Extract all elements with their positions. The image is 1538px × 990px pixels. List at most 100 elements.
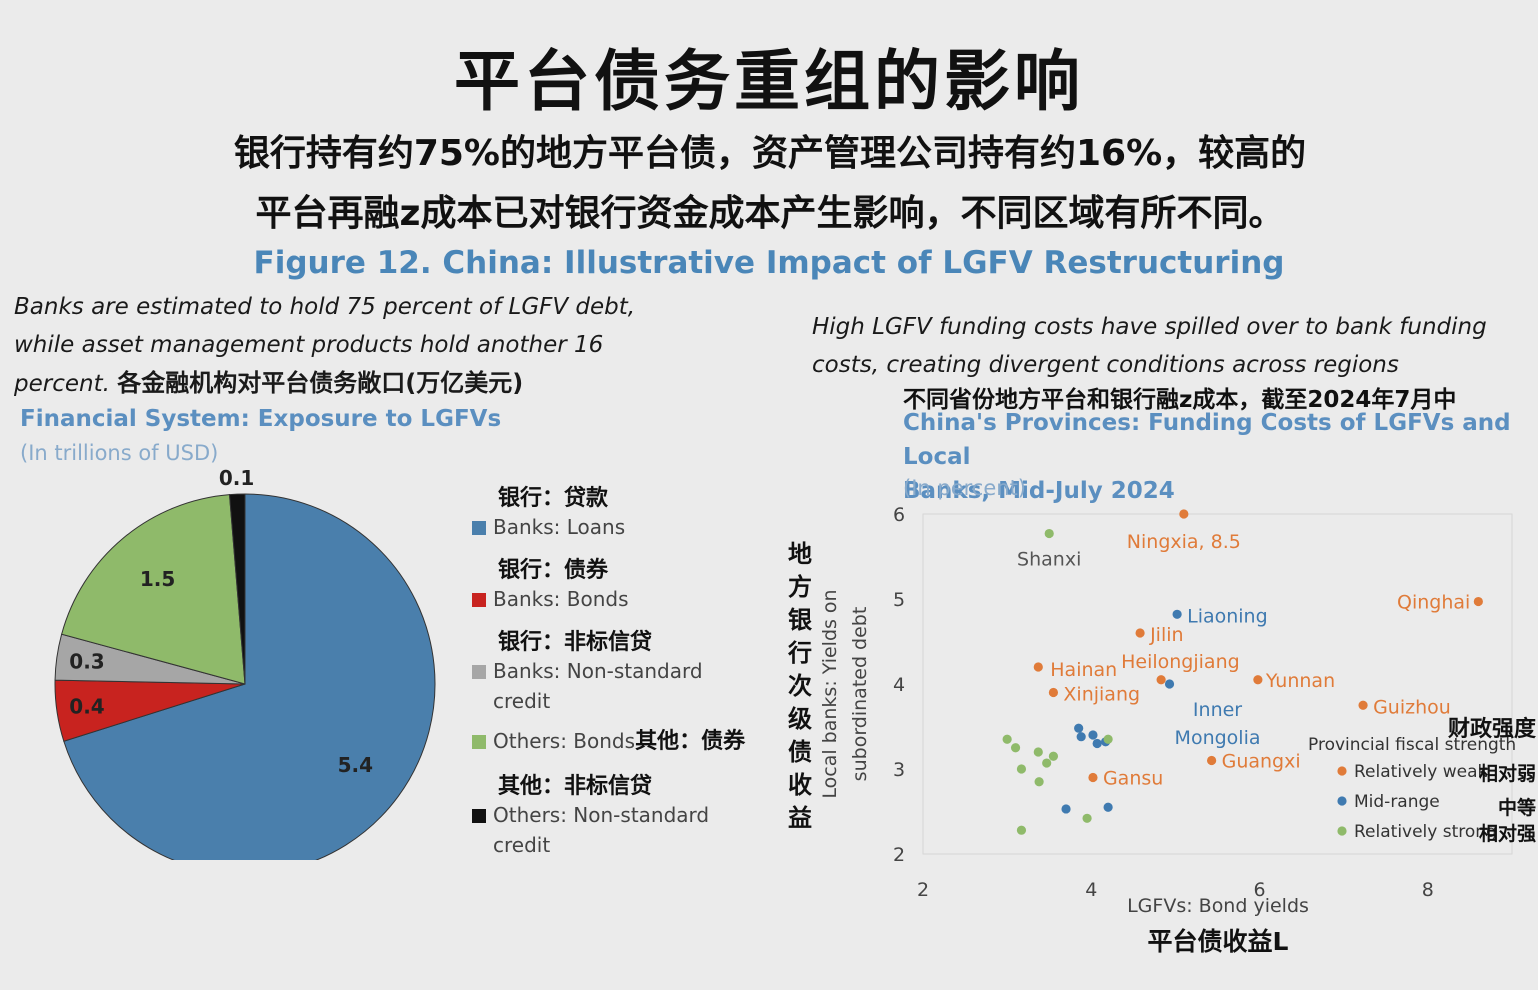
right-note: High LGFV funding costs have spilled ove… xyxy=(812,308,1487,384)
scatter-legend-title-zh: 财政强度 xyxy=(1448,716,1537,742)
pie-data-label: 0.1 xyxy=(219,466,254,490)
pie-legend-label: Banks: Non-standard xyxy=(493,659,703,683)
scatter-point-weak xyxy=(1207,755,1217,766)
scatter-chart-subtitle: (In percent) xyxy=(903,476,1026,500)
plot-area xyxy=(922,513,1513,855)
pie-legend-zh-label: 其他：债券 xyxy=(635,729,746,754)
pie-legend-label: Banks: Bonds xyxy=(493,587,629,611)
left-note-line-1: Banks are estimated to hold 75 percent o… xyxy=(14,294,636,320)
scatter-legend-marker xyxy=(1337,766,1347,776)
pie-legend-item: Others: Non-standard credit xyxy=(472,800,709,860)
right-note-line-2: costs, creating divergent conditions acr… xyxy=(812,352,1399,378)
pie-legend-zh-label: 银行：贷款 xyxy=(498,486,609,511)
pie-legend-label-line-2: credit xyxy=(493,689,551,713)
pie-legend-item: Banks: Loans xyxy=(472,512,625,542)
pie-slice-others-nonstd xyxy=(228,493,246,685)
pie-legend-label: Others: Bonds xyxy=(493,729,636,753)
scatter-chart: 2 3 4 5 6 2 4 6 8 LGFVs: Bond yields 平台债收益L Local b… xyxy=(787,504,1537,956)
scatter-legend-title: Provincial fiscal strength xyxy=(1308,735,1516,755)
figure-title: Figure 12. China: Illustrative Impact of… xyxy=(253,245,1285,281)
pie-data-label: 0.3 xyxy=(69,649,104,673)
scatter-point-label: Liaoning xyxy=(1187,605,1268,627)
scatter-point-mid xyxy=(1172,609,1182,619)
summary-line-2: 平台再融z成本已对银行资金成本产生影响，不同区域有所不同。 xyxy=(255,193,1285,234)
legend-swatch xyxy=(472,521,486,535)
scatter-legend-label-zh: 相对强 xyxy=(1479,822,1536,845)
scatter-legend-label: Relatively weak xyxy=(1354,762,1488,782)
scatter-point-mid xyxy=(1074,723,1084,733)
scatter-point-mid xyxy=(1061,804,1071,814)
scatter-point-mid xyxy=(1164,679,1175,689)
pie-legend-label: Banks: Loans xyxy=(493,515,626,539)
legend-swatch xyxy=(472,593,486,607)
pie-data-label: 5.4 xyxy=(338,753,373,777)
pie-legend-zh-label: 银行：非标信贷 xyxy=(498,630,653,655)
scatter-legend-label: Mid-range xyxy=(1354,792,1440,812)
pie-legend-zh-label: 其他：非标信贷 xyxy=(498,774,653,799)
scatter-point-strong xyxy=(1033,747,1043,757)
scatter-point-strong xyxy=(1082,813,1092,823)
scatter-point-label: Gansu xyxy=(1103,768,1163,790)
x-tick-label: 8 xyxy=(1422,879,1434,901)
scatter-point-weak xyxy=(1048,687,1059,698)
left-note-line-3: percent. xyxy=(14,371,110,397)
pie-legend-item: Banks: Bonds xyxy=(472,584,629,614)
scatter-point-mid xyxy=(1088,730,1098,740)
y-axis-label-line-1: Local banks: Yields on xyxy=(819,589,841,798)
legend-swatch xyxy=(472,735,486,749)
left-note-zh: 各金融机构对平台债务敞口(万亿美元) xyxy=(117,369,524,397)
pie-legend-item: Banks: Non-standard credit xyxy=(472,656,703,716)
scatter-point-label: Yunnan xyxy=(1265,670,1335,692)
scatter-point-strong xyxy=(1002,734,1012,744)
y-axis-label-zh: 地方银行次级债收益 xyxy=(787,540,813,832)
scatter-point-strong xyxy=(1016,764,1027,774)
pie-legend-label-line-2: credit xyxy=(493,833,551,857)
scatter-point-label: Guizhou xyxy=(1373,696,1451,718)
scatter-point-mid xyxy=(1092,738,1102,749)
pie-chart: 5.4 0.4 0.3 1.5 0.1 xyxy=(54,466,436,860)
pie-chart-title: Financial System: Exposure to LGFVs xyxy=(20,406,502,432)
x-tick-label: 2 xyxy=(917,879,929,901)
x-tick-label: 4 xyxy=(1085,879,1097,901)
y-tick-label: 2 xyxy=(893,844,905,866)
scatter-point-weak xyxy=(1088,772,1098,783)
scatter-point-strong xyxy=(1016,825,1027,835)
scatter-point-weak xyxy=(1473,596,1483,607)
scatter-legend-label-zh: 中等 xyxy=(1498,796,1536,819)
scatter-point-weak xyxy=(1253,675,1263,685)
scatter-point-label: Ningxia, 8.5 xyxy=(1127,531,1241,553)
page-title: 平台债务重组的影响 xyxy=(454,43,1084,120)
scatter-point-label: Heilongjiang xyxy=(1121,651,1240,673)
y-axis-label-line-2: subordinated debt xyxy=(849,607,871,782)
scatter-point-weak xyxy=(1358,700,1368,710)
scatter-point-strong xyxy=(1048,751,1059,761)
scatter-title-line-2: Banks, Mid-July 2024 xyxy=(903,478,1175,504)
legend-swatch xyxy=(472,809,486,823)
scatter-point-label: Jilin xyxy=(1149,624,1183,646)
x-axis-label-zh: 平台债收益L xyxy=(1148,927,1289,956)
right-note-line-1: High LGFV funding costs have spilled ove… xyxy=(812,314,1487,340)
scatter-point-weak xyxy=(1156,675,1166,685)
scatter-point-strong xyxy=(1034,777,1044,787)
left-note-line-2: while asset management products hold ano… xyxy=(14,332,604,358)
scatter-point-strong xyxy=(1103,734,1113,744)
pie-slice-others-bonds xyxy=(61,494,246,685)
scatter-legend-label: Relatively strong xyxy=(1354,822,1497,842)
y-tick-label: 6 xyxy=(893,504,905,526)
scatter-point-label: Xinjiang xyxy=(1063,684,1140,706)
scatter-point-label: Inner Mongolia xyxy=(1175,699,1261,749)
scatter-point-weak xyxy=(1033,662,1043,672)
scatter-point-weak xyxy=(1135,628,1145,638)
scatter-title-line-1: China's Provinces: Funding Costs of LGFV… xyxy=(903,410,1511,470)
scatter-legend-label-zh: 相对弱 xyxy=(1479,762,1536,785)
scatter-point-strong xyxy=(1010,743,1021,753)
pie-chart-subtitle: (In trillions of USD) xyxy=(20,441,219,465)
pie-legend-zh-label: 银行：债券 xyxy=(498,558,609,583)
scatter-legend-marker xyxy=(1337,826,1347,836)
pie-data-label: 1.5 xyxy=(140,567,175,591)
pie-slice-banks-loans xyxy=(63,493,436,860)
scatter-legend-marker xyxy=(1337,796,1347,806)
summary-line-1: 银行持有约75%的地方平台债，资产管理公司持有约16%，较高的 xyxy=(233,133,1307,174)
scatter-point-mid xyxy=(1076,732,1086,742)
scatter-point-mid xyxy=(1103,802,1113,812)
